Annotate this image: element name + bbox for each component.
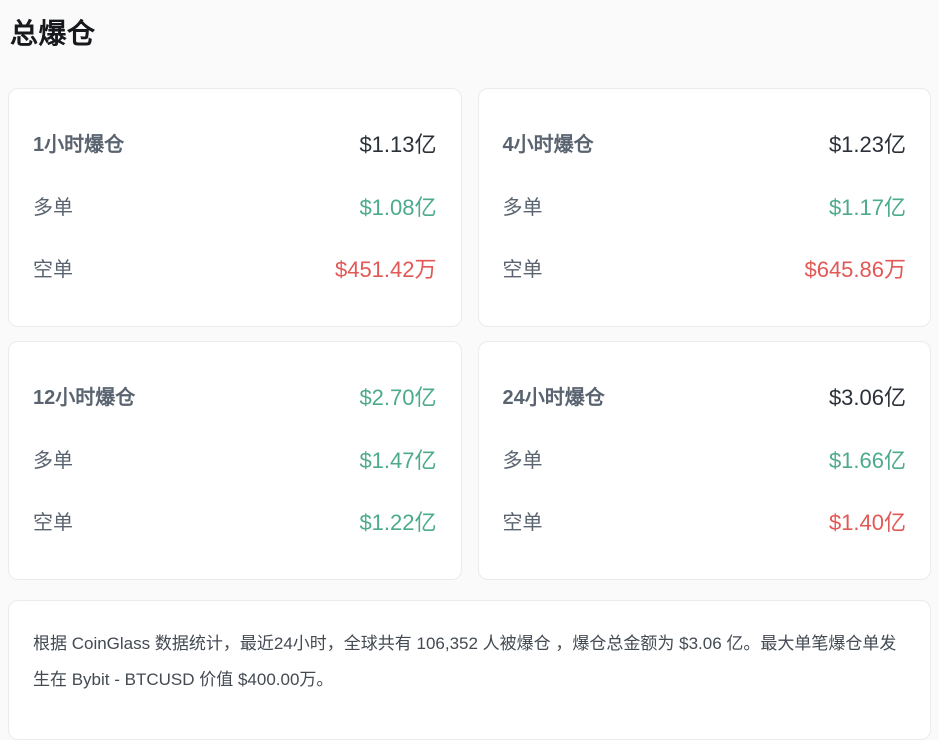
card-header-row: 12小时爆仓 $2.70亿: [33, 384, 437, 412]
card-header-row: 24小时爆仓 $3.06亿: [503, 384, 907, 412]
short-value: $1.22亿: [359, 510, 437, 535]
short-row: 空单 $645.86万: [503, 256, 907, 284]
summary-panel: 根据 CoinGlass 数据统计，最近24小时，全球共有 106,352 人被…: [8, 600, 931, 740]
short-value: $1.40亿: [828, 510, 906, 535]
short-row: 空单 $1.40亿: [503, 509, 907, 537]
page-title: 总爆仓: [10, 18, 96, 49]
long-value: $1.47亿: [359, 447, 437, 473]
long-value: $1.08亿: [359, 194, 437, 220]
summary-text: 根据 CoinGlass 数据统计，最近24小时，全球共有 106,352 人被…: [33, 634, 897, 689]
long-label: 多单: [33, 196, 73, 219]
card-header-row: 4小时爆仓 $1.23亿: [503, 131, 907, 159]
card-total-value: $1.13亿: [359, 132, 437, 157]
liquidation-card-4h: 4小时爆仓 $1.23亿 多单 $1.17亿 空单 $645.86万: [477, 88, 931, 327]
card-period-label: 12小时爆仓: [33, 387, 136, 409]
liquidation-card-24h: 24小时爆仓 $3.06亿 多单 $1.66亿 空单 $1.40亿: [477, 341, 931, 580]
short-label: 空单: [33, 259, 73, 281]
long-label: 多单: [502, 196, 543, 219]
card-period-label: 4小时爆仓: [502, 134, 594, 156]
card-total-value: $1.23亿: [828, 132, 906, 157]
liquidation-cards-grid: 1小时爆仓 $1.13亿 多单 $1.08亿 空单 $451.42万 4小时爆仓…: [8, 88, 931, 580]
short-row: 空单 $1.22亿: [33, 509, 437, 537]
card-total-value: $3.06亿: [828, 385, 906, 410]
card-header-row: 1小时爆仓 $1.13亿: [33, 131, 437, 159]
card-period-label: 1小时爆仓: [33, 134, 125, 156]
long-row: 多单 $1.17亿: [503, 194, 907, 222]
card-period-label: 24小时爆仓: [502, 387, 605, 409]
long-row: 多单 $1.66亿: [503, 447, 907, 475]
short-label: 空单: [502, 259, 543, 281]
card-total-value: $2.70亿: [359, 385, 437, 410]
short-label: 空单: [33, 512, 73, 534]
short-value: $645.86万: [804, 257, 906, 282]
short-row: 空单 $451.42万: [33, 256, 437, 284]
long-value: $1.66亿: [828, 447, 906, 473]
liquidation-card-12h: 12小时爆仓 $2.70亿 多单 $1.47亿 空单 $1.22亿: [8, 341, 462, 580]
long-label: 多单: [502, 449, 543, 472]
liquidation-card-1h: 1小时爆仓 $1.13亿 多单 $1.08亿 空单 $451.42万: [8, 88, 462, 327]
long-row: 多单 $1.47亿: [33, 447, 437, 475]
long-value: $1.17亿: [828, 194, 906, 220]
long-row: 多单 $1.08亿: [33, 194, 437, 222]
long-label: 多单: [33, 449, 73, 472]
short-value: $451.42万: [334, 257, 437, 282]
short-label: 空单: [502, 512, 543, 534]
